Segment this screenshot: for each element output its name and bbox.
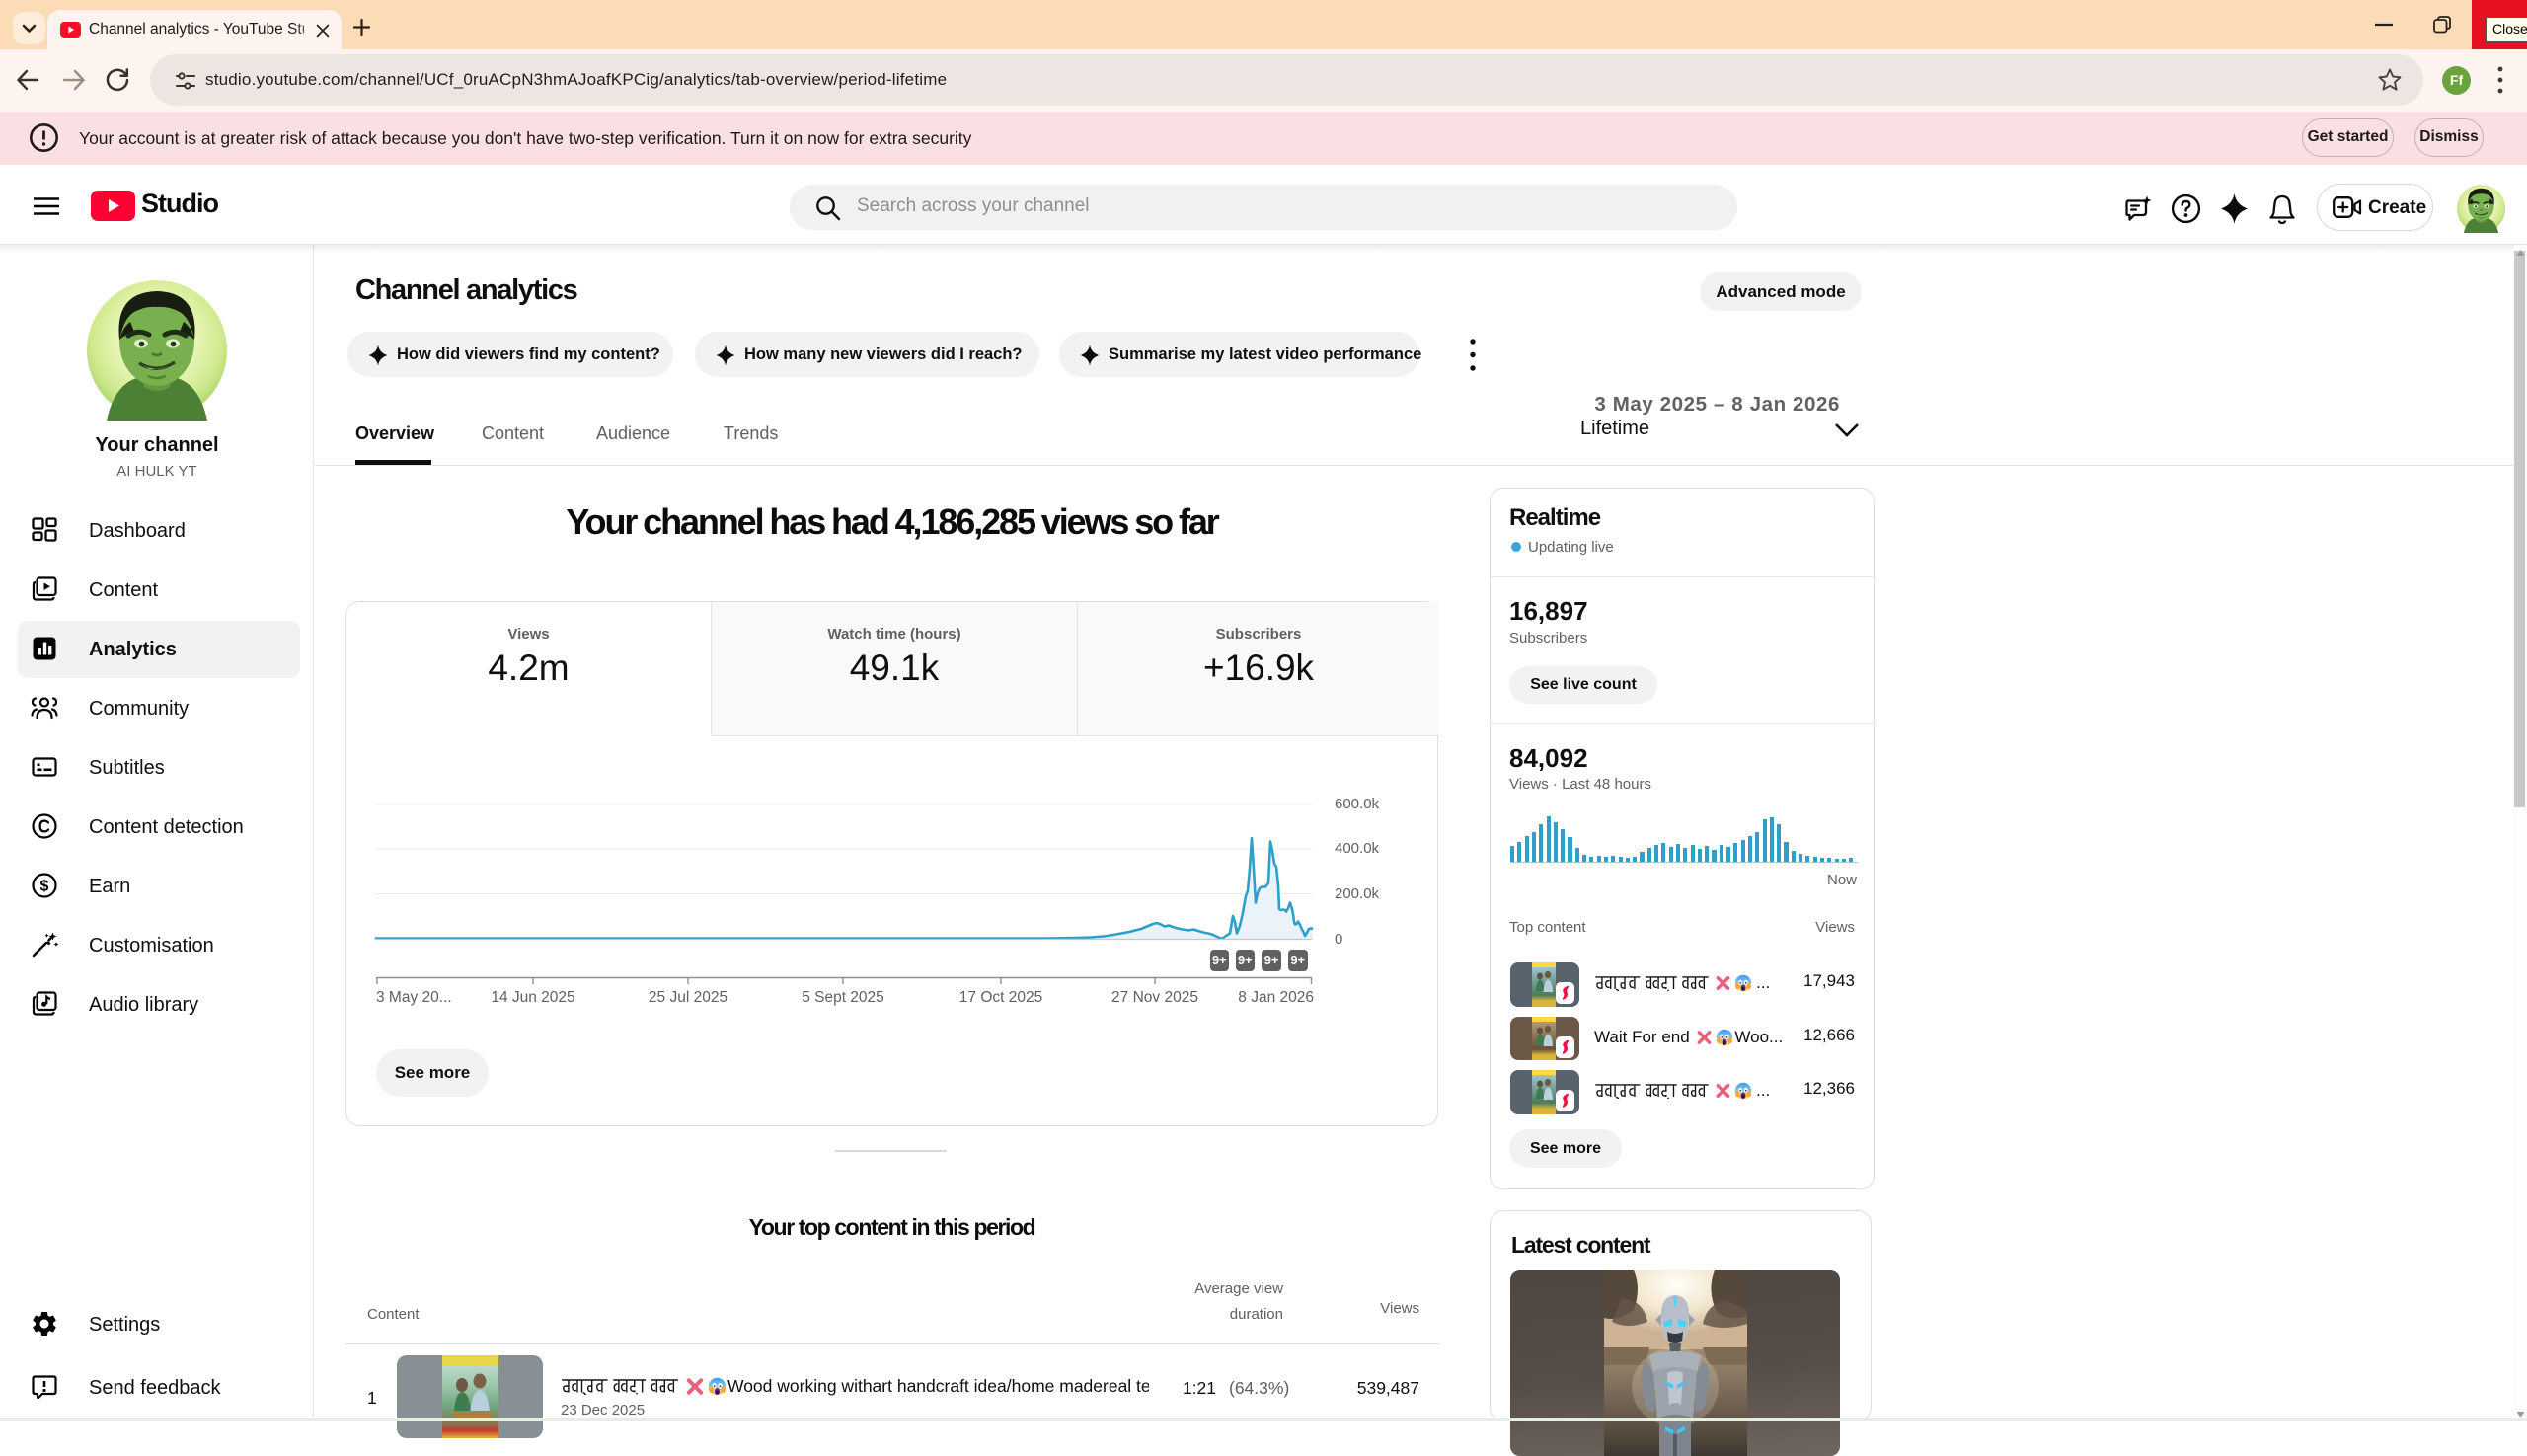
svg-text:$: $ xyxy=(40,879,49,895)
